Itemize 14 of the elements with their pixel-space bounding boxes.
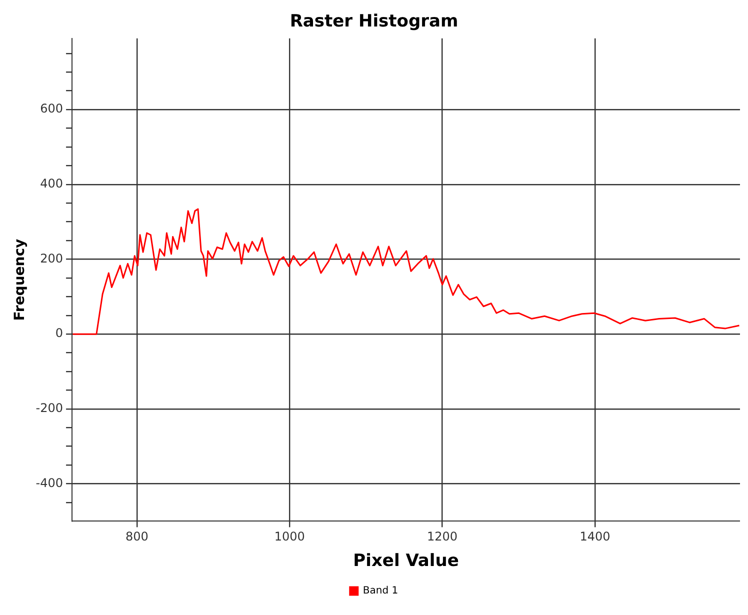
x-axis-title: Pixel Value bbox=[353, 551, 459, 572]
y-tick-label: -400 bbox=[36, 476, 64, 490]
y-tick-label: 400 bbox=[40, 176, 64, 190]
y-tick-label: 0 bbox=[55, 326, 64, 340]
y-tick-label: -200 bbox=[36, 401, 64, 416]
legend-label: Band 1 bbox=[362, 586, 398, 597]
y-tick-label: 200 bbox=[40, 251, 64, 266]
chart-title: Raster Histogram bbox=[290, 12, 458, 32]
x-tick-label: 800 bbox=[125, 530, 148, 544]
y-tick-label: 600 bbox=[40, 102, 64, 116]
x-tick-label: 1200 bbox=[427, 530, 458, 544]
x-tick-label: 1400 bbox=[580, 530, 610, 544]
y-axis-title: Frequency bbox=[12, 238, 28, 321]
x-tick-label: 1000 bbox=[274, 530, 305, 544]
